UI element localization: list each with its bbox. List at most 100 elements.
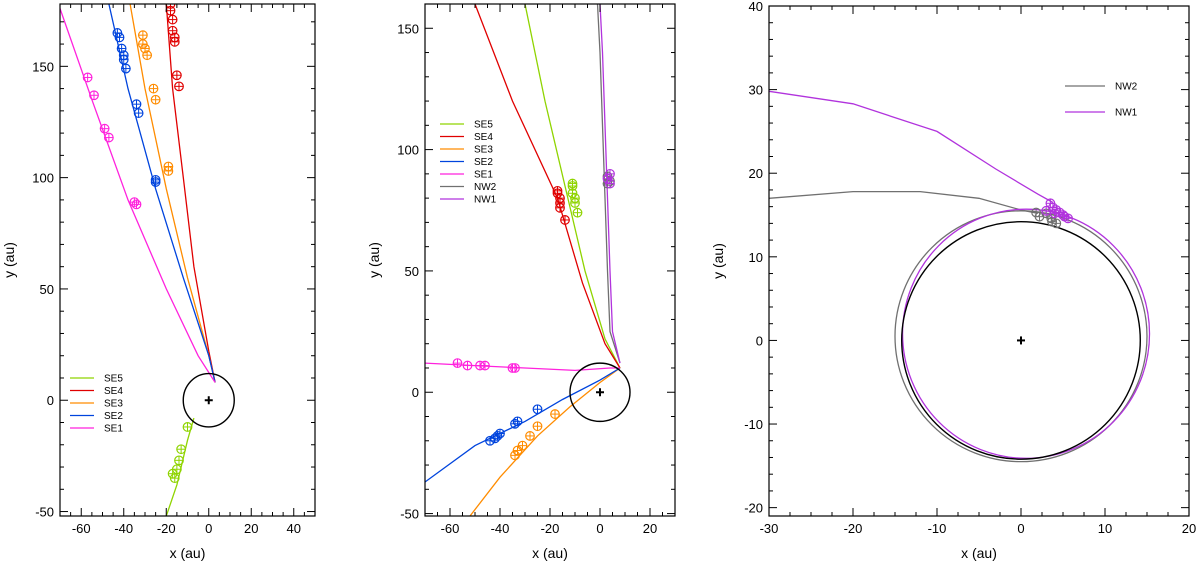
x-axis-label: x (au)	[532, 545, 568, 561]
data-point-se5-5	[167, 468, 178, 479]
data-point-se2-0	[485, 435, 495, 446]
star-marker	[1017, 336, 1025, 345]
x-tick-label: 20	[1182, 521, 1196, 536]
data-point-se2-2	[492, 431, 503, 441]
disk-circle	[569, 362, 631, 423]
data-point-se2-4	[510, 418, 520, 429]
data-point-se3-4	[532, 421, 543, 432]
data-point-se4-6	[171, 70, 182, 81]
data-point-se2-4	[118, 54, 129, 65]
y-tick-label: 10	[749, 250, 763, 265]
x-axis-label: x (au)	[961, 545, 997, 561]
disk-circle	[901, 221, 1141, 460]
legend-label-se1: SE1	[104, 424, 123, 435]
data-point-se3-4	[148, 83, 159, 94]
star-marker	[596, 388, 604, 397]
x-tick-label: -10	[928, 521, 947, 536]
data-point-se2-7	[133, 108, 144, 118]
data-point-se5-4	[570, 198, 580, 208]
data-point-se1-0	[82, 72, 93, 83]
data-point-se1-3	[103, 132, 114, 143]
y-tick-label: 150	[397, 21, 419, 36]
star-marker	[204, 396, 213, 405]
series-line-nw2	[596, 4, 621, 364]
legend-label-nw1: NW1	[474, 195, 497, 206]
data-point-se4-7	[174, 81, 184, 92]
plot-area	[769, 90, 1151, 463]
data-point-se2-1	[490, 433, 500, 444]
data-point-se3-3	[142, 50, 153, 61]
x-tick-label: -60	[441, 521, 460, 536]
x-tick-label: 0	[205, 521, 212, 536]
data-point-se1-5	[131, 199, 142, 210]
y-tick-label: 40	[749, 0, 763, 14]
plot-frame	[424, 3, 676, 517]
panel-left: -60 -40 -20 0 20 40 -50 0 50 100 150 x (au) y (au) SE…	[1, 3, 316, 561]
data-point-se2-1	[114, 32, 125, 43]
data-point-se4-1	[165, 5, 176, 16]
y-tick-label: 50	[405, 264, 419, 279]
data-point-se1-1	[89, 90, 99, 101]
y-tick-label: 0	[756, 333, 763, 348]
y-tick-label: -50	[35, 505, 54, 520]
x-tick-label: -20	[541, 521, 560, 536]
data-point-se2-9	[150, 177, 161, 187]
y-tick-label: 100	[32, 171, 54, 186]
data-point-nw1-6	[1063, 213, 1073, 224]
data-point-se2-5	[120, 63, 131, 74]
series-line-nw1	[769, 90, 1054, 204]
y-axis-label: y (au)	[366, 242, 382, 278]
data-point-se1-4	[129, 197, 140, 208]
y-tick-label: -10	[744, 417, 763, 432]
data-point-se2-2	[116, 43, 127, 54]
y-tick-label: 100	[397, 143, 419, 158]
x-tick-label: 20	[643, 521, 657, 536]
series-line-se4	[474, 4, 621, 369]
data-point-se2-3	[495, 428, 505, 439]
y-tick-label: 0	[412, 385, 419, 400]
orbit-ellipse-nw2	[894, 210, 1148, 463]
x-tick-label: -30	[760, 521, 779, 536]
data-point-se3-5	[550, 409, 560, 419]
series-line-se2	[425, 367, 621, 483]
x-tick-label: 10	[1098, 521, 1112, 536]
x-tick-label: 0	[596, 521, 603, 536]
data-point-nw1-2	[605, 178, 615, 189]
y-tick-label: 20	[749, 166, 763, 181]
legend-label-se2: SE2	[474, 157, 493, 168]
series-line-se1	[60, 8, 216, 383]
x-tick-label: 0	[1017, 521, 1024, 536]
legend-label-se3: SE3	[104, 399, 123, 410]
legend-label-se4: SE4	[474, 132, 493, 143]
x-tick-label: -20	[844, 521, 863, 536]
legend-label-nw2: NW2	[474, 182, 497, 193]
series-line-se5	[524, 4, 621, 369]
legend-label-se2: SE2	[104, 411, 123, 422]
series-line-se2	[108, 4, 216, 383]
legend-label-nw1: NW1	[1115, 108, 1138, 119]
data-point-se1-0	[452, 358, 463, 369]
series-line-nw1	[599, 4, 621, 364]
data-point-se4-5	[560, 215, 570, 225]
legend: NW2 NW1	[1065, 82, 1138, 119]
data-point-se5-2	[567, 188, 578, 199]
data-point-se1-1	[462, 360, 473, 371]
x-tick-label: -20	[157, 521, 176, 536]
plot-area	[60, 4, 235, 516]
legend-label-nw2: NW2	[1115, 82, 1138, 93]
disk-circle	[182, 372, 235, 428]
data-point-se3-5	[150, 94, 161, 105]
data-point-se3-3	[525, 431, 535, 441]
x-tick-label: -60	[72, 521, 91, 536]
x-tick-label: -40	[491, 521, 510, 536]
data-point-se4-2	[167, 14, 178, 25]
data-point-se5-2	[174, 455, 184, 466]
data-point-se3-1	[512, 445, 523, 456]
data-point-se1-3	[480, 360, 490, 371]
data-point-se5-0	[182, 422, 193, 432]
series-line-se3	[469, 367, 621, 516]
y-tick-label: 150	[32, 59, 54, 74]
y-tick-label: 50	[40, 282, 54, 297]
series-line-nw2	[769, 190, 1038, 214]
